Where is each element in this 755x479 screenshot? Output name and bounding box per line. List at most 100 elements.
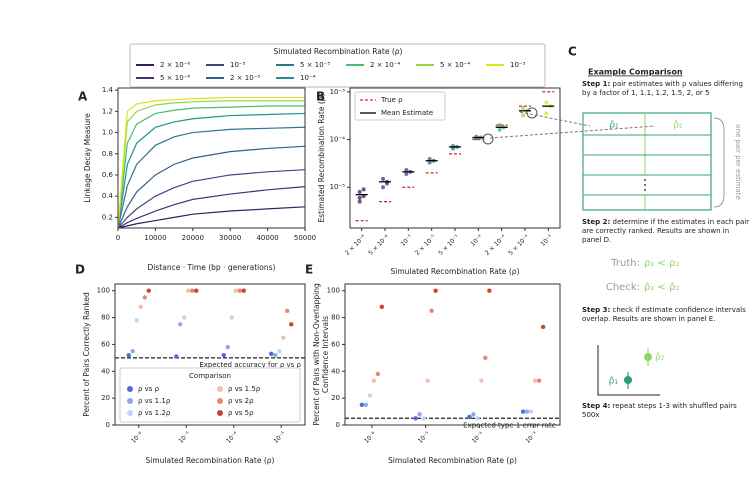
estimate-point: [544, 111, 549, 116]
legend-swatch: [217, 386, 223, 392]
line: [117, 206, 306, 229]
x-tick-label: 2 × 10⁻⁴: [484, 233, 508, 257]
x-tick-label: 10⁻³: [540, 233, 555, 248]
point: [285, 308, 290, 314]
panel-letter: C: [568, 45, 577, 59]
point: [425, 378, 430, 383]
step: Step 1: pair estimates with ρ values dif…: [582, 80, 750, 98]
x-tick-label: 5 × 10⁻⁴: [507, 233, 531, 257]
y-tick-label: 20: [331, 394, 340, 402]
point: [379, 304, 385, 310]
legend-frame: [354, 91, 446, 121]
legend-label: 5 × 10⁻⁵: [300, 61, 330, 69]
axes-frame: [114, 283, 306, 426]
point: [269, 351, 274, 357]
panel-letter: E: [305, 263, 313, 277]
step-text: pair estimates with ρ values differing b…: [582, 80, 743, 97]
legend-label: ρ vs 2ρ: [228, 397, 254, 405]
x-axis-label: Simulated Recombination Rate (ρ): [388, 456, 517, 465]
point: [367, 393, 373, 398]
point: [359, 402, 365, 408]
point: [289, 322, 294, 327]
legend-label: 2 × 10⁻⁴: [370, 61, 400, 69]
legend-label: True ρ: [380, 96, 403, 104]
legend-title: Simulated Recombination Rate (ρ): [274, 47, 403, 56]
y-tick-label: 100: [97, 287, 110, 295]
y-axis-label: Linkage Decay Measure: [83, 113, 92, 203]
truth-label: Truth:: [610, 258, 640, 269]
point: [520, 409, 526, 414]
step: Step 2: determine if the estimates in ea…: [582, 218, 750, 245]
y-axis-label: Percent of Pairs with Non-Overlapping: [312, 283, 321, 426]
x-tick-label: 10⁻³: [272, 430, 287, 445]
point: [233, 288, 238, 293]
line: [117, 112, 306, 229]
estimate-point: [381, 185, 385, 190]
x-tick-label: 10⁻⁶: [130, 430, 145, 445]
step-label: Step 2:: [582, 218, 611, 226]
legend-label: 10⁻⁴: [300, 74, 316, 82]
point: [221, 352, 226, 358]
point: [138, 304, 143, 310]
estimate-point: [427, 160, 432, 165]
point: [126, 352, 131, 358]
ci-label: ρ̂₂: [655, 352, 665, 363]
legend-label: 10⁻⁵: [230, 61, 246, 69]
y-tick-label: 10⁻⁵: [330, 183, 346, 191]
estimate-point: [385, 181, 389, 186]
axes-frame: [344, 283, 561, 426]
y-tick-label: 0.6: [102, 171, 114, 179]
x-tick-label: 5 × 10⁻⁶: [367, 233, 391, 257]
estimate-point: [544, 100, 549, 105]
ci-point: [624, 376, 632, 384]
legend-label: ρ vs 1.5ρ: [228, 385, 261, 393]
legend-swatch: [127, 410, 133, 416]
line: [117, 96, 305, 229]
estimate-point: [381, 176, 385, 181]
estimate-point: [357, 195, 362, 200]
point: [130, 348, 135, 354]
step-text: check if estimate confidence intervals o…: [582, 306, 746, 323]
y-tick-label: 100: [327, 287, 340, 295]
y-tick-label: 1.4: [102, 86, 114, 94]
point: [146, 288, 151, 293]
x-tick-label: 10⁻⁵: [177, 430, 192, 445]
truth-expr: ρ₁ < ρ₂: [644, 258, 679, 269]
point: [479, 378, 484, 383]
side-note: one pair per estimate: [734, 124, 742, 200]
line: [117, 105, 305, 229]
x-tick-label: 10⁻⁵: [400, 233, 415, 248]
step-text: determine if the estimates in each pair …: [582, 218, 750, 244]
highlight: [482, 133, 494, 145]
step: Step 4: repeat steps 1-3 with shuffled p…: [582, 402, 750, 420]
axes-frame: [349, 87, 561, 229]
line: [117, 100, 305, 229]
point: [421, 416, 426, 421]
point: [487, 288, 492, 293]
legend-swatch: [217, 398, 223, 404]
point: [363, 402, 369, 408]
estimate-point: [497, 127, 502, 132]
legend-label: 5 × 10⁻⁴: [440, 61, 470, 69]
legend-frame: [119, 367, 301, 423]
legend-swatch: [217, 410, 223, 416]
legend-label: ρ vs 1.2ρ: [138, 409, 171, 417]
estimate-point: [357, 199, 362, 204]
y-tick-label: 1.2: [102, 107, 113, 115]
y-tick-label: 60: [101, 340, 110, 348]
arrow: [519, 111, 591, 127]
ci-axes: [597, 345, 660, 396]
legend-label: 2 × 10⁻⁵: [230, 74, 260, 82]
point: [471, 412, 476, 417]
x-axis-label: Simulated Recombination Rate (ρ): [146, 456, 275, 465]
y-tick-label: 0: [106, 421, 110, 429]
reference-label: Expected accuracy for ρ vs ρ: [199, 361, 301, 369]
point: [229, 315, 234, 320]
check-expr: ρ̂₁ < ρ̂₂: [644, 281, 679, 293]
y-tick-label: 0.2: [102, 213, 113, 221]
y-tick-label: 80: [101, 314, 110, 322]
step-text: repeat steps 1-3 with shuffled pairs 500…: [582, 402, 737, 419]
line: [117, 169, 306, 229]
y-axis-label: Percent of Pairs Correctly Ranked: [82, 292, 91, 417]
